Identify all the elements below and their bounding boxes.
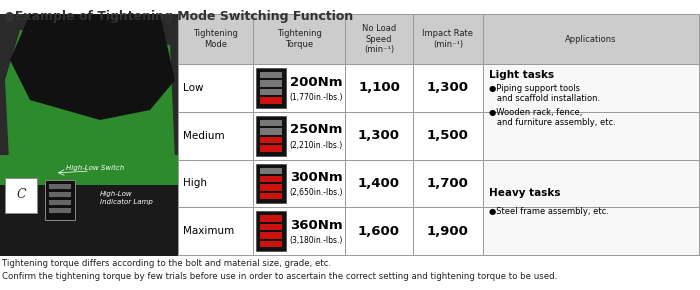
Text: Tightening
Torque: Tightening Torque [276,29,321,49]
Text: ●Wooden rack, fence,
   and furniture assembly, etc.: ●Wooden rack, fence, and furniture assem… [489,108,616,127]
Bar [178,14,253,64]
Text: 1,300: 1,300 [427,81,469,94]
Bar [260,184,282,191]
Text: High: High [183,178,207,188]
Text: 1,700: 1,700 [427,177,469,190]
Text: Heavy tasks: Heavy tasks [489,188,561,198]
Bar [260,232,282,239]
Text: 1,900: 1,900 [427,225,469,238]
Text: 1,400: 1,400 [358,177,400,190]
Bar [483,64,699,112]
Bar [413,160,483,207]
Text: (3,180in.-lbs.): (3,180in.-lbs.) [290,236,343,245]
Text: 300Nm: 300Nm [290,171,343,184]
Bar [49,192,71,197]
Bar [178,207,253,255]
Text: Low: Low [183,83,204,93]
Bar [0,14,178,256]
Bar [49,184,71,189]
Bar [345,207,413,255]
Bar [178,64,253,112]
Text: 360Nm: 360Nm [290,219,343,232]
Bar [5,178,37,213]
Bar [253,14,345,64]
Text: (2,650in.-lbs.): (2,650in.-lbs.) [290,188,343,197]
Bar [260,128,282,135]
Bar [260,72,282,79]
Bar [413,64,483,112]
Bar [413,14,483,64]
Bar [178,160,253,207]
Bar [260,176,282,182]
Bar [256,211,286,251]
Text: Tightening
Mode: Tightening Mode [193,29,238,49]
Text: C: C [16,188,26,202]
Bar [49,200,71,205]
Text: (1,770in.-lbs.): (1,770in.-lbs.) [290,93,343,102]
Polygon shape [5,30,175,210]
Bar [260,193,282,199]
Bar [345,160,413,207]
Bar [260,97,282,104]
Text: Light tasks: Light tasks [489,70,554,80]
Bar [345,112,413,160]
Bar [253,160,345,207]
Text: Maximum: Maximum [183,226,235,236]
Bar [253,207,345,255]
Text: High-Low
Indicator Lamp: High-Low Indicator Lamp [100,191,153,204]
Bar [256,164,286,203]
Bar [0,155,178,256]
Bar [260,224,282,230]
Bar [256,68,286,108]
Bar [260,120,282,126]
Text: Tightening torque differs according to the bolt and material size, grade, etc.: Tightening torque differs according to t… [2,259,331,268]
Bar [256,116,286,155]
Text: 200Nm: 200Nm [290,76,343,89]
Bar [253,112,345,160]
Bar [260,168,282,174]
Text: Confirm the tightening torque by few trials before use in order to ascertain the: Confirm the tightening torque by few tri… [2,272,557,281]
Bar [178,112,253,160]
Bar [260,80,282,87]
Text: ●Example of Tightening Mode Switching Function: ●Example of Tightening Mode Switching Fu… [4,10,354,23]
Text: Medium: Medium [183,130,225,141]
Text: No Load
Speed
(min⁻¹): No Load Speed (min⁻¹) [362,24,396,54]
Text: 1,300: 1,300 [358,129,400,142]
Text: (2,210in.-lbs.): (2,210in.-lbs.) [290,141,343,150]
Text: 1,500: 1,500 [427,129,469,142]
Bar [45,180,75,220]
Polygon shape [0,155,178,185]
Text: Applications: Applications [566,35,617,44]
Bar [413,207,483,255]
Bar [260,89,282,95]
Bar [483,207,699,255]
Text: 250Nm: 250Nm [290,124,343,136]
Bar [260,240,282,247]
Bar [260,137,282,143]
Bar [260,145,282,151]
Polygon shape [10,14,175,120]
Text: 1,100: 1,100 [358,81,400,94]
Text: High-Low Switch: High-Low Switch [66,165,124,171]
Bar [49,208,71,213]
Bar [413,112,483,160]
Bar [345,14,413,64]
Bar [483,160,699,207]
Text: ●Piping support tools
   and scaffold installation.: ●Piping support tools and scaffold insta… [489,84,600,104]
Bar [260,215,282,222]
Bar [345,64,413,112]
Text: 1,600: 1,600 [358,225,400,238]
Text: Impact Rate
(min⁻¹): Impact Rate (min⁻¹) [423,29,473,49]
Bar [483,112,699,160]
Text: ●Steel frame assembly, etc.: ●Steel frame assembly, etc. [489,207,609,216]
Bar [483,14,699,64]
Bar [253,64,345,112]
